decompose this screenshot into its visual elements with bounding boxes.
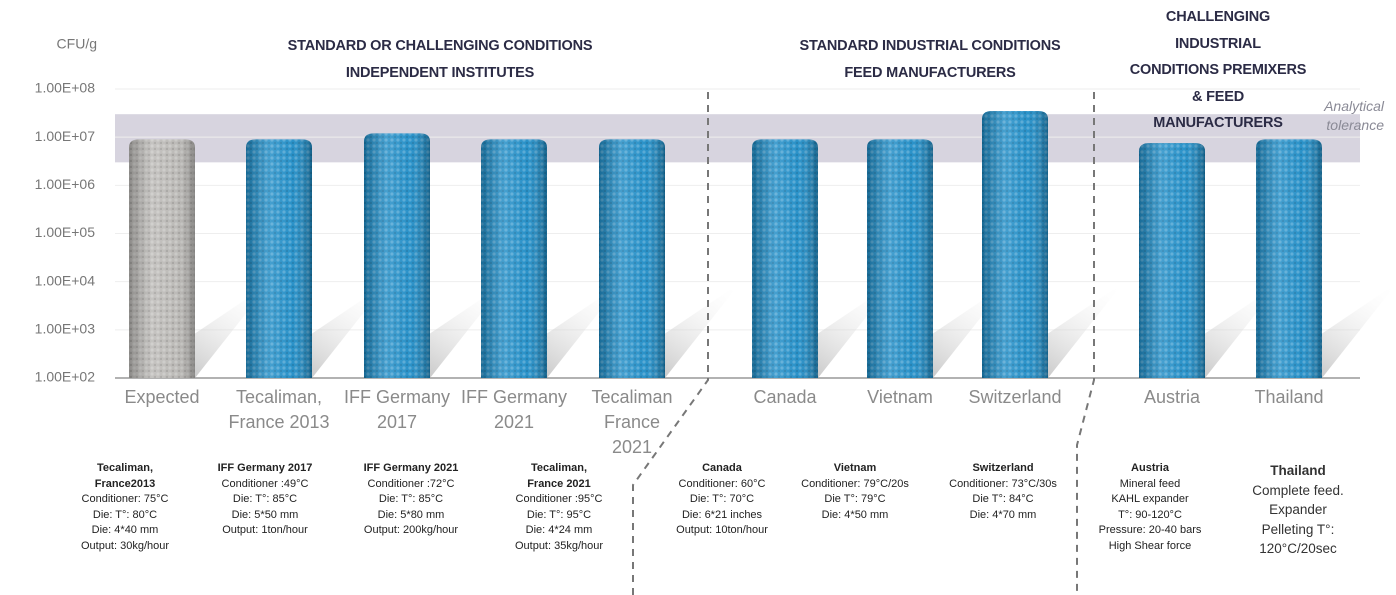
x-tick-label: Switzerland	[968, 387, 1062, 407]
note-line: Conditioner: 75°C	[81, 493, 169, 506]
note-line: Die: 6*21 inches	[681, 508, 763, 521]
tolerance-label: Analytical tolerance	[1324, 98, 1384, 133]
note-title: Thailand	[1270, 463, 1326, 478]
group-title: STANDARD OR CHALLENGING CONDITIONS INDEP…	[287, 38, 593, 81]
note-line: Die: T°: 85°C	[378, 493, 444, 506]
x-tick-label: IFF Germany 2017	[343, 387, 451, 432]
group-divider	[632, 92, 709, 595]
x-tick-label: Canada	[753, 387, 817, 407]
note-title: IFF Germany 2017	[217, 462, 313, 474]
note-line: High Shear force	[1108, 539, 1192, 552]
condition-note: Tecaliman, France 2021 Conditioner :95°C D…	[515, 461, 603, 555]
note-title: Tecaliman, France 2021	[527, 462, 591, 490]
note-line: Die: T°: 95°C	[526, 508, 592, 521]
note-line: Pelleting T°:	[1261, 521, 1335, 537]
condition-note: Thailand Complete feed. Expander Pelleting …	[1252, 461, 1344, 559]
x-tick-label: Thailand	[1254, 387, 1324, 407]
condition-note: Switzerland Conditioner: 73°C/30s Die T°: …	[949, 461, 1057, 523]
bar-shine	[982, 110, 1048, 378]
y-tick-label: 1.00E+03	[35, 321, 96, 337]
bar-shine	[752, 139, 818, 378]
bar-shine	[246, 139, 312, 378]
note-line: Expander	[1269, 502, 1327, 517]
note-line: Die: 4*70 mm	[969, 508, 1037, 521]
y-tick-label: 1.00E+08	[35, 80, 96, 96]
note-title: Tecaliman, France2013	[94, 462, 156, 490]
note-line: Die: T°: 85°C	[232, 493, 298, 506]
note-line: Die T°: 84°C	[972, 493, 1034, 506]
note-line: Conditioner :95°C	[515, 493, 603, 506]
group-title: STANDARD INDUSTRIAL CONDITIONS FEED MANU…	[799, 38, 1061, 81]
note-line: Output: 10ton/hour	[676, 524, 768, 537]
y-tick-label: 1.00E+04	[35, 272, 96, 288]
note-line: Complete feed.	[1252, 482, 1344, 498]
note-title: Vietnam	[833, 462, 877, 474]
note-line: Conditioner :72°C	[367, 477, 455, 490]
condition-note: Vietnam Conditioner: 79°C/20s Die T°: 79°C…	[801, 461, 909, 523]
bar-shine	[599, 139, 665, 378]
note-line: Output: 1ton/hour	[222, 524, 308, 537]
bar-shadow	[1256, 283, 1396, 378]
condition-note: Canada Conditioner: 60°C Die: T°: 70°C Die:…	[676, 461, 768, 539]
note-line: Conditioner: 79°C/20s	[801, 477, 909, 490]
x-tick-label: IFF Germany 2021	[460, 387, 568, 432]
x-tick-label: Vietnam	[867, 387, 933, 407]
y-tick-label: 1.00E+05	[35, 224, 96, 240]
group-divider	[1076, 92, 1095, 595]
x-tick-label: Tecaliman France 2021	[591, 387, 673, 457]
y-tick-label: 1.00E+07	[35, 128, 96, 144]
note-line: Pressure: 20-40 bars	[1098, 524, 1202, 537]
note-line: Conditioner: 60°C	[678, 477, 766, 490]
condition-note: IFF Germany 2017 Conditioner :49°C Die: T°…	[218, 461, 313, 539]
note-title: IFF Germany 2021	[363, 462, 459, 474]
y-axis-label: CFU/g	[57, 36, 97, 52]
note-line: Die: 4*50 mm	[821, 508, 889, 521]
bar-shine	[364, 133, 430, 378]
note-title: Austria	[1131, 462, 1169, 474]
note-line: Die: 4*24 mm	[525, 524, 593, 537]
x-tick-label: Expected	[124, 387, 200, 407]
note-title: Canada	[702, 462, 742, 474]
note-line: Die: T°: 70°C	[689, 493, 755, 506]
note-line: Die: 4*40 mm	[91, 524, 159, 537]
note-line: T°: 90-120°C	[1118, 508, 1182, 521]
note-line: Output: 35kg/hour	[514, 539, 604, 552]
note-line: KAHL expander	[1111, 493, 1189, 506]
bar-shine	[1139, 143, 1205, 378]
group-title: CHALLENGING INDUSTRIAL CONDITIONS PREMIX…	[1129, 9, 1307, 131]
bar-shine	[481, 139, 547, 378]
bar-shine	[129, 139, 195, 378]
note-line: Die T°: 79°C	[824, 493, 886, 506]
note-line: Conditioner :49°C	[221, 477, 309, 490]
note-line: Conditioner: 73°C/30s	[949, 477, 1057, 490]
condition-note: Austria Mineral feed KAHL expander T°: 90-1…	[1099, 461, 1202, 555]
x-tick-label: Austria	[1143, 387, 1201, 407]
note-line: 120°C/20sec	[1259, 541, 1337, 556]
note-line: Die: 5*80 mm	[377, 508, 445, 521]
y-tick-label: 1.00E+02	[35, 369, 96, 385]
condition-note: IFF Germany 2021 Conditioner :72°C Die: T°…	[364, 461, 459, 539]
note-title: Switzerland	[972, 462, 1034, 474]
note-line: Output: 200kg/hour	[363, 524, 459, 537]
note-line: Die: T°: 80°C	[92, 508, 158, 521]
note-line: Output: 30kg/hour	[80, 539, 170, 552]
y-tick-label: 1.00E+06	[35, 176, 96, 192]
x-tick-label: Tecaliman, France 2013	[228, 387, 330, 432]
note-line: Mineral feed	[1119, 477, 1181, 490]
condition-note: Tecaliman, France2013 Conditioner: 75°C Di…	[81, 461, 169, 555]
bar-shine	[1256, 139, 1322, 378]
bar-shine	[867, 139, 933, 378]
note-line: Die: 5*50 mm	[231, 508, 299, 521]
